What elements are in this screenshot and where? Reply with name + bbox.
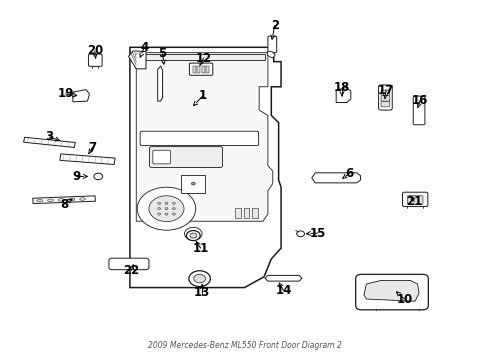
Bar [252,208,258,218]
Polygon shape [73,90,89,102]
Polygon shape [267,51,275,58]
Circle shape [158,213,160,215]
Circle shape [184,227,202,240]
Circle shape [137,187,195,230]
Text: 6: 6 [345,167,353,180]
Bar [197,66,200,73]
Circle shape [296,231,304,237]
Text: 22: 22 [123,264,139,277]
Bar [33,196,95,204]
Text: 8: 8 [60,198,68,211]
Text: 16: 16 [411,94,427,107]
Polygon shape [264,275,302,281]
Bar [60,154,115,165]
Text: 13: 13 [194,287,210,300]
Circle shape [158,202,160,204]
FancyBboxPatch shape [88,54,102,66]
FancyBboxPatch shape [189,63,212,75]
FancyBboxPatch shape [412,96,424,125]
FancyBboxPatch shape [355,274,427,310]
Polygon shape [128,51,146,69]
Bar [243,208,249,218]
Ellipse shape [58,199,64,201]
Ellipse shape [80,198,85,200]
Text: 3: 3 [45,130,53,144]
Bar [192,66,195,73]
Text: 4: 4 [140,41,148,54]
FancyBboxPatch shape [380,96,389,101]
Circle shape [164,213,167,215]
Ellipse shape [37,199,42,202]
Polygon shape [130,47,281,288]
Text: 1: 1 [199,89,207,102]
Polygon shape [311,173,360,183]
Bar [181,175,205,193]
Circle shape [94,173,102,180]
Circle shape [193,274,205,283]
FancyBboxPatch shape [153,150,170,164]
FancyBboxPatch shape [267,36,276,53]
Bar [23,137,75,148]
Circle shape [149,196,183,222]
Ellipse shape [47,199,53,202]
Polygon shape [136,53,272,221]
Circle shape [188,271,210,287]
Bar [138,54,264,60]
Text: 10: 10 [395,293,412,306]
Bar [234,208,240,218]
Text: 14: 14 [275,284,291,297]
FancyBboxPatch shape [149,147,222,167]
Circle shape [189,233,196,238]
Text: 11: 11 [192,242,208,255]
Text: 17: 17 [377,84,393,97]
Circle shape [164,208,167,210]
FancyBboxPatch shape [378,85,391,110]
Circle shape [172,208,175,210]
Polygon shape [335,87,350,103]
FancyBboxPatch shape [402,192,427,207]
Text: 21: 21 [405,195,422,208]
Text: 5: 5 [158,47,166,60]
Bar [201,66,204,73]
Circle shape [172,213,175,215]
Text: 2009 Mercedes-Benz ML550 Front Door Diagram 2: 2009 Mercedes-Benz ML550 Front Door Diag… [147,341,341,350]
Text: 7: 7 [88,141,96,154]
Circle shape [186,230,200,240]
Polygon shape [158,66,162,101]
Text: 20: 20 [86,44,102,57]
Circle shape [164,202,167,204]
Ellipse shape [69,198,75,201]
Circle shape [172,202,175,204]
Text: 15: 15 [309,226,325,239]
FancyBboxPatch shape [140,131,258,145]
FancyBboxPatch shape [380,90,389,95]
Text: 2: 2 [270,19,278,32]
FancyBboxPatch shape [407,196,422,204]
Text: 18: 18 [333,81,349,94]
Text: 9: 9 [72,170,80,183]
Bar [205,66,208,73]
FancyBboxPatch shape [380,102,389,107]
Text: 12: 12 [195,51,211,64]
Circle shape [158,208,160,210]
Polygon shape [363,280,418,301]
Text: 19: 19 [57,87,74,100]
Circle shape [191,182,195,185]
FancyBboxPatch shape [109,258,149,270]
